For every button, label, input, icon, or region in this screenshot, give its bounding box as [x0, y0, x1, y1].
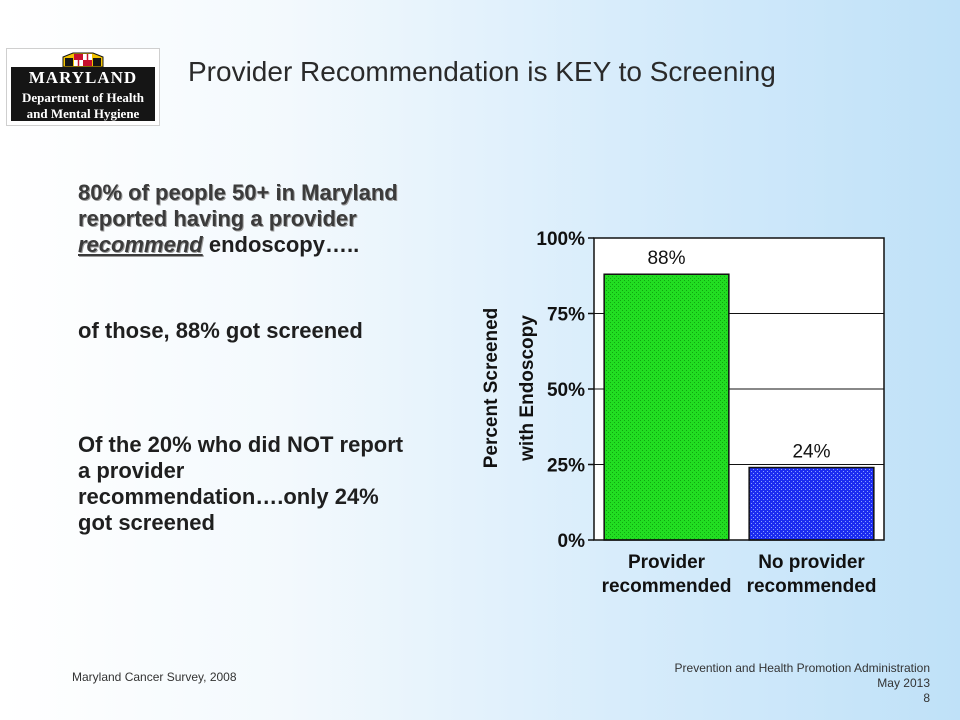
maryland-dhmh-logo: MARYLAND Department of Health and Mental…: [6, 48, 160, 126]
stat-lead-text: 80% of people 50+ in Maryland reported h…: [78, 180, 398, 231]
stat-emphasis-word: recommend: [78, 232, 203, 257]
y-tick-label: 75%: [547, 305, 585, 326]
footer-administration: Prevention and Health Promotion Administ…: [674, 661, 930, 675]
y-axis-title-line2: with Endoscopy: [517, 315, 538, 462]
y-tick-label: 100%: [536, 229, 585, 250]
plot-border: [593, 237, 885, 541]
stat-provider-recommend: 80% of people 50+ in Maryland reported h…: [78, 180, 448, 258]
x-tick-label: recommended: [747, 576, 877, 597]
y-tick-label: 0%: [558, 531, 586, 552]
data-label: 88%: [647, 248, 685, 269]
footer-credits: Prevention and Health Promotion Administ…: [675, 661, 930, 706]
slide-title: Provider Recommendation is KEY to Screen…: [188, 56, 776, 87]
x-tick-label: Provider: [628, 552, 706, 573]
stat-endoscopy-text: endoscopy…..: [202, 232, 360, 257]
bar-1: [748, 466, 875, 541]
logo-line-department: Department of Health: [11, 89, 155, 106]
data-label: 24%: [792, 442, 830, 463]
maryland-flag-icon: [62, 52, 104, 68]
logo-line-maryland: MARYLAND: [11, 67, 155, 89]
y-tick-label: 25%: [547, 456, 585, 477]
footer-source: Maryland Cancer Survey, 2008: [72, 670, 237, 684]
y-axis-title-line1: Percent Screened: [481, 308, 502, 469]
stat-no-recommendation: Of the 20% who did NOT report a provider…: [78, 432, 404, 535]
x-tick-label: recommended: [602, 576, 732, 597]
bar-0: [603, 273, 730, 541]
stat-screened-of-those: of those, 88% got screened: [78, 318, 363, 343]
screening-bar-chart: 0% 25% 50% 75% 100% Provider recommended No pr…: [481, 229, 885, 597]
footer-page-number: 8: [923, 691, 930, 705]
footer-date: May 2013: [877, 676, 930, 690]
y-tick-label: 50%: [547, 380, 585, 401]
x-tick-label: No provider: [758, 552, 865, 573]
logo-line-mental-hygiene: and Mental Hygiene: [11, 106, 155, 121]
